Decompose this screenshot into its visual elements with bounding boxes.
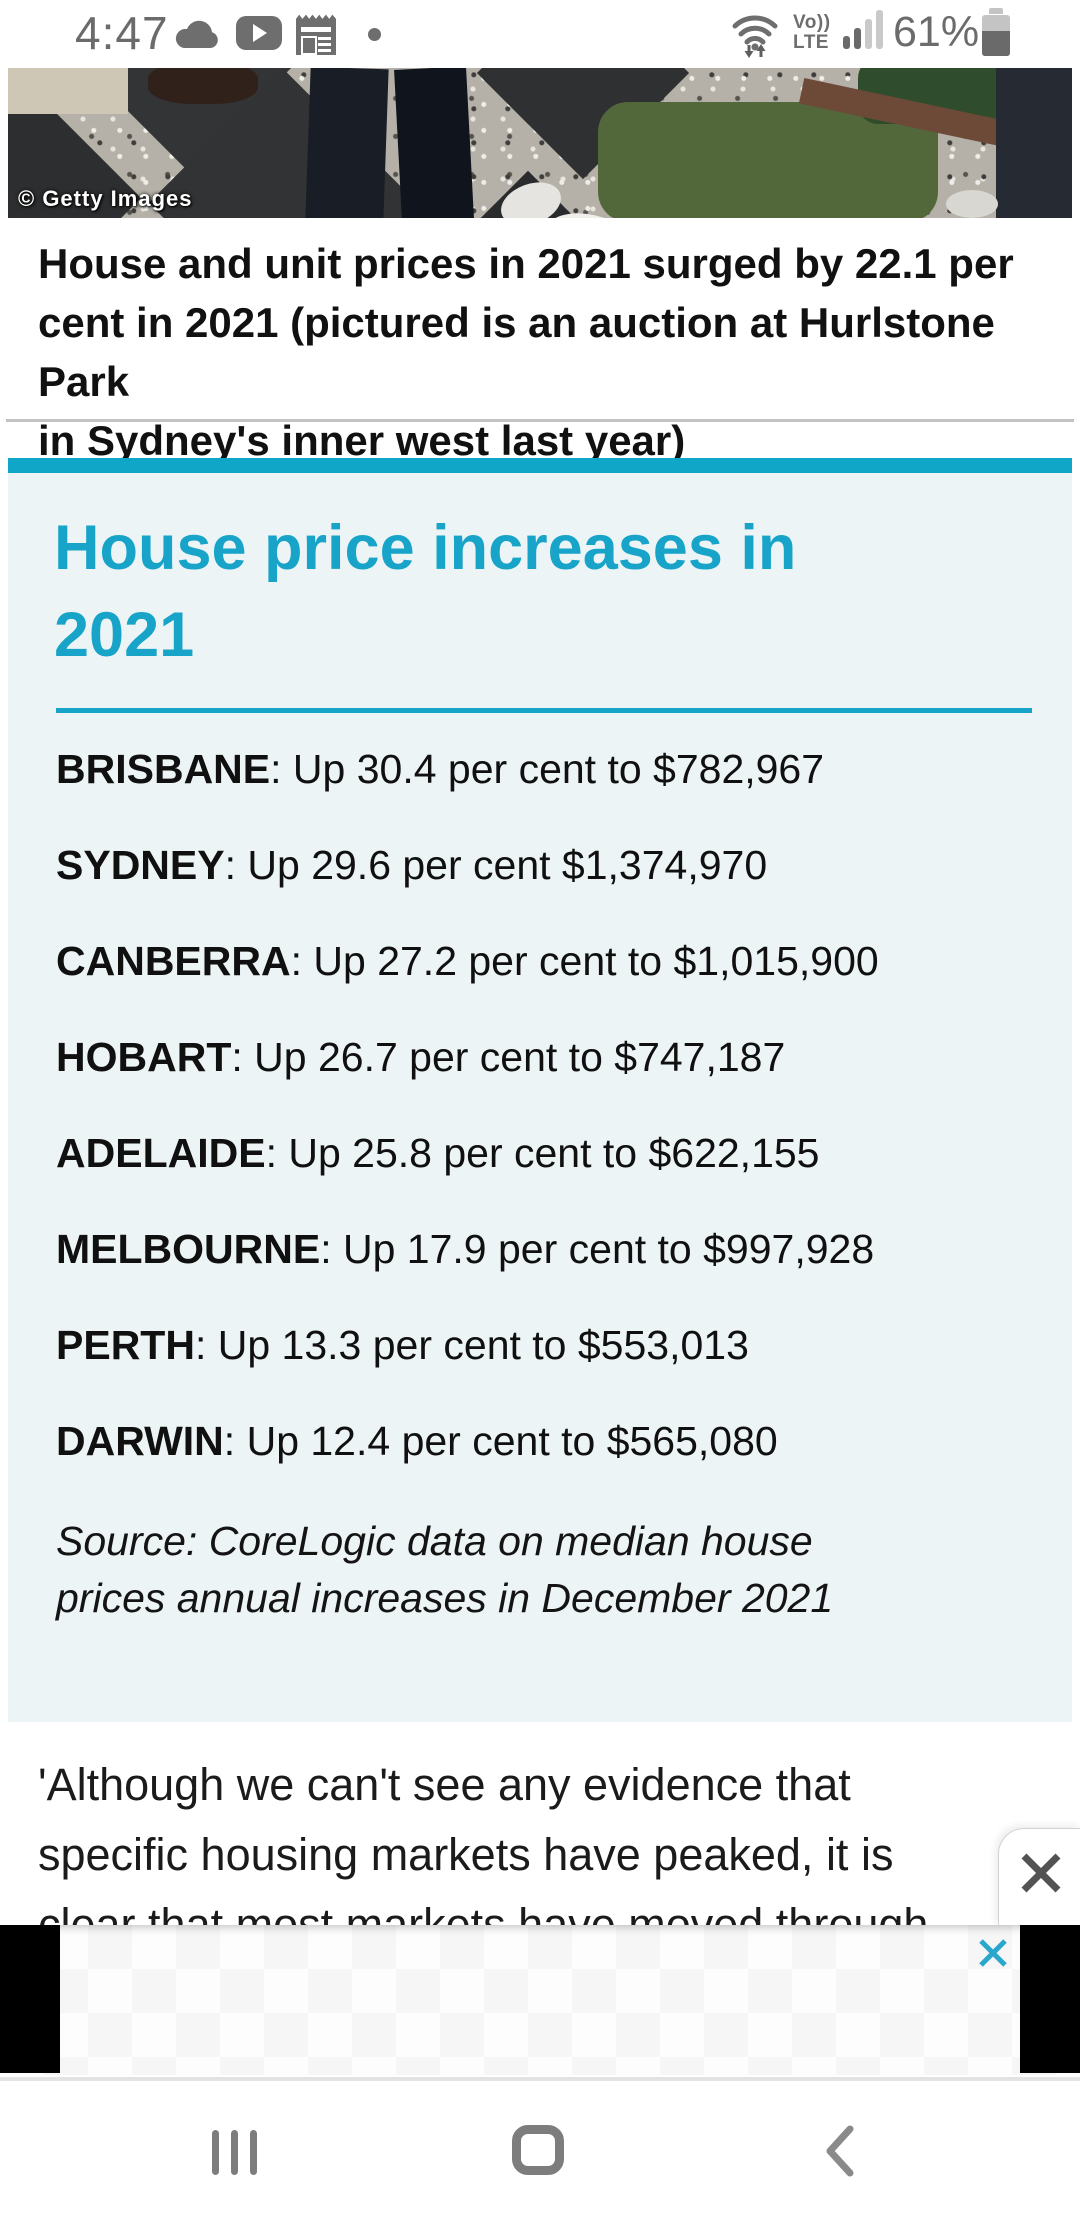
price-list-item: ADELAIDE: Up 25.8 per cent to $622,155 [56,1133,1036,1174]
person-leg [305,68,389,218]
price-detail: : Up 13.3 per cent to $553,013 [194,1322,749,1368]
price-detail: : Up 29.6 per cent $1,374,970 [224,842,768,888]
white-shoe [946,190,998,218]
city-name: MELBOURNE [56,1226,321,1272]
close-icon [1021,1853,1061,1893]
price-list-item: CANBERRA: Up 27.2 per cent to $1,015,900 [56,941,1036,982]
infobox-source: Source: CoreLogic data on median house p… [56,1518,834,1621]
person-figure [996,68,1072,218]
notification-dot-icon [368,28,381,41]
ad-banner[interactable] [0,1925,1080,2075]
city-name: DARWIN [56,1418,224,1464]
status-bar: 4:47 Vo)) LTE 61% [0,0,1080,66]
house-price-infobox: House price increases in 2021 BRISBANE: … [8,473,1072,1722]
city-name: SYDNEY [56,842,225,888]
city-name: PERTH [56,1322,195,1368]
article-photo: © Getty Images [8,68,1072,218]
ad-letterbox-right [1020,1925,1080,2073]
volte-icon: Vo)) LTE [793,12,831,53]
infobox-title: House price increases in 2021 [54,513,797,670]
price-list-item: BRISBANE: Up 30.4 per cent to $782,967 [56,749,1036,790]
price-list-item: MELBOURNE: Up 17.9 per cent to $997,928 [56,1229,1036,1270]
youtube-icon [236,16,282,50]
paving-tile [8,68,128,114]
city-name: BRISBANE [56,746,271,792]
photo-caption: House and unit prices in 2021 surged by … [38,240,1014,464]
price-list-item: DARWIN: Up 12.4 per cent to $565,080 [56,1421,1036,1462]
price-detail: : Up 26.7 per cent to $747,187 [231,1034,786,1080]
clock-time: 4:47 [75,7,169,59]
back-button[interactable] [820,2123,860,2179]
price-detail: : Up 12.4 per cent to $565,080 [223,1418,778,1464]
signal-strength-icon [843,10,883,49]
person-leg [394,68,474,218]
cloud-icon [175,20,218,48]
city-name: HOBART [56,1034,232,1080]
wifi-icon [732,15,778,58]
price-list: BRISBANE: Up 30.4 per cent to $782,967 SY… [56,749,1036,1517]
home-button[interactable] [512,2125,564,2175]
price-list-item: HOBART: Up 26.7 per cent to $747,187 [56,1037,1036,1078]
recents-button[interactable] [212,2130,257,2175]
ad-letterbox-left [0,1925,60,2073]
infobox-accent-bar [8,458,1072,473]
news-app-icon [296,14,336,55]
price-list-item: SYDNEY: Up 29.6 per cent $1,374,970 [56,845,1036,886]
article-paragraph: 'Although we can't see any evidence that… [38,1759,928,1950]
price-detail: : Up 27.2 per cent to $1,015,900 [290,938,879,984]
battery-icon [982,8,1010,56]
boot-shape [148,68,258,104]
photo-credit: © Getty Images [18,186,193,211]
city-name: ADELAIDE [56,1130,266,1176]
close-button[interactable] [998,1828,1080,1926]
infobox-rule [56,708,1032,713]
price-detail: : Up 30.4 per cent to $782,967 [270,746,825,792]
battery-percent-label: 61% [893,8,980,56]
android-nav-bar [0,2077,1080,2220]
price-detail: : Up 25.8 per cent to $622,155 [265,1130,820,1176]
price-list-item: PERTH: Up 13.3 per cent to $553,013 [56,1325,1036,1366]
price-detail: : Up 17.9 per cent to $997,928 [320,1226,875,1272]
section-divider [6,419,1074,422]
city-name: CANBERRA [56,938,291,984]
ad-close-icon[interactable] [976,1936,1010,1970]
